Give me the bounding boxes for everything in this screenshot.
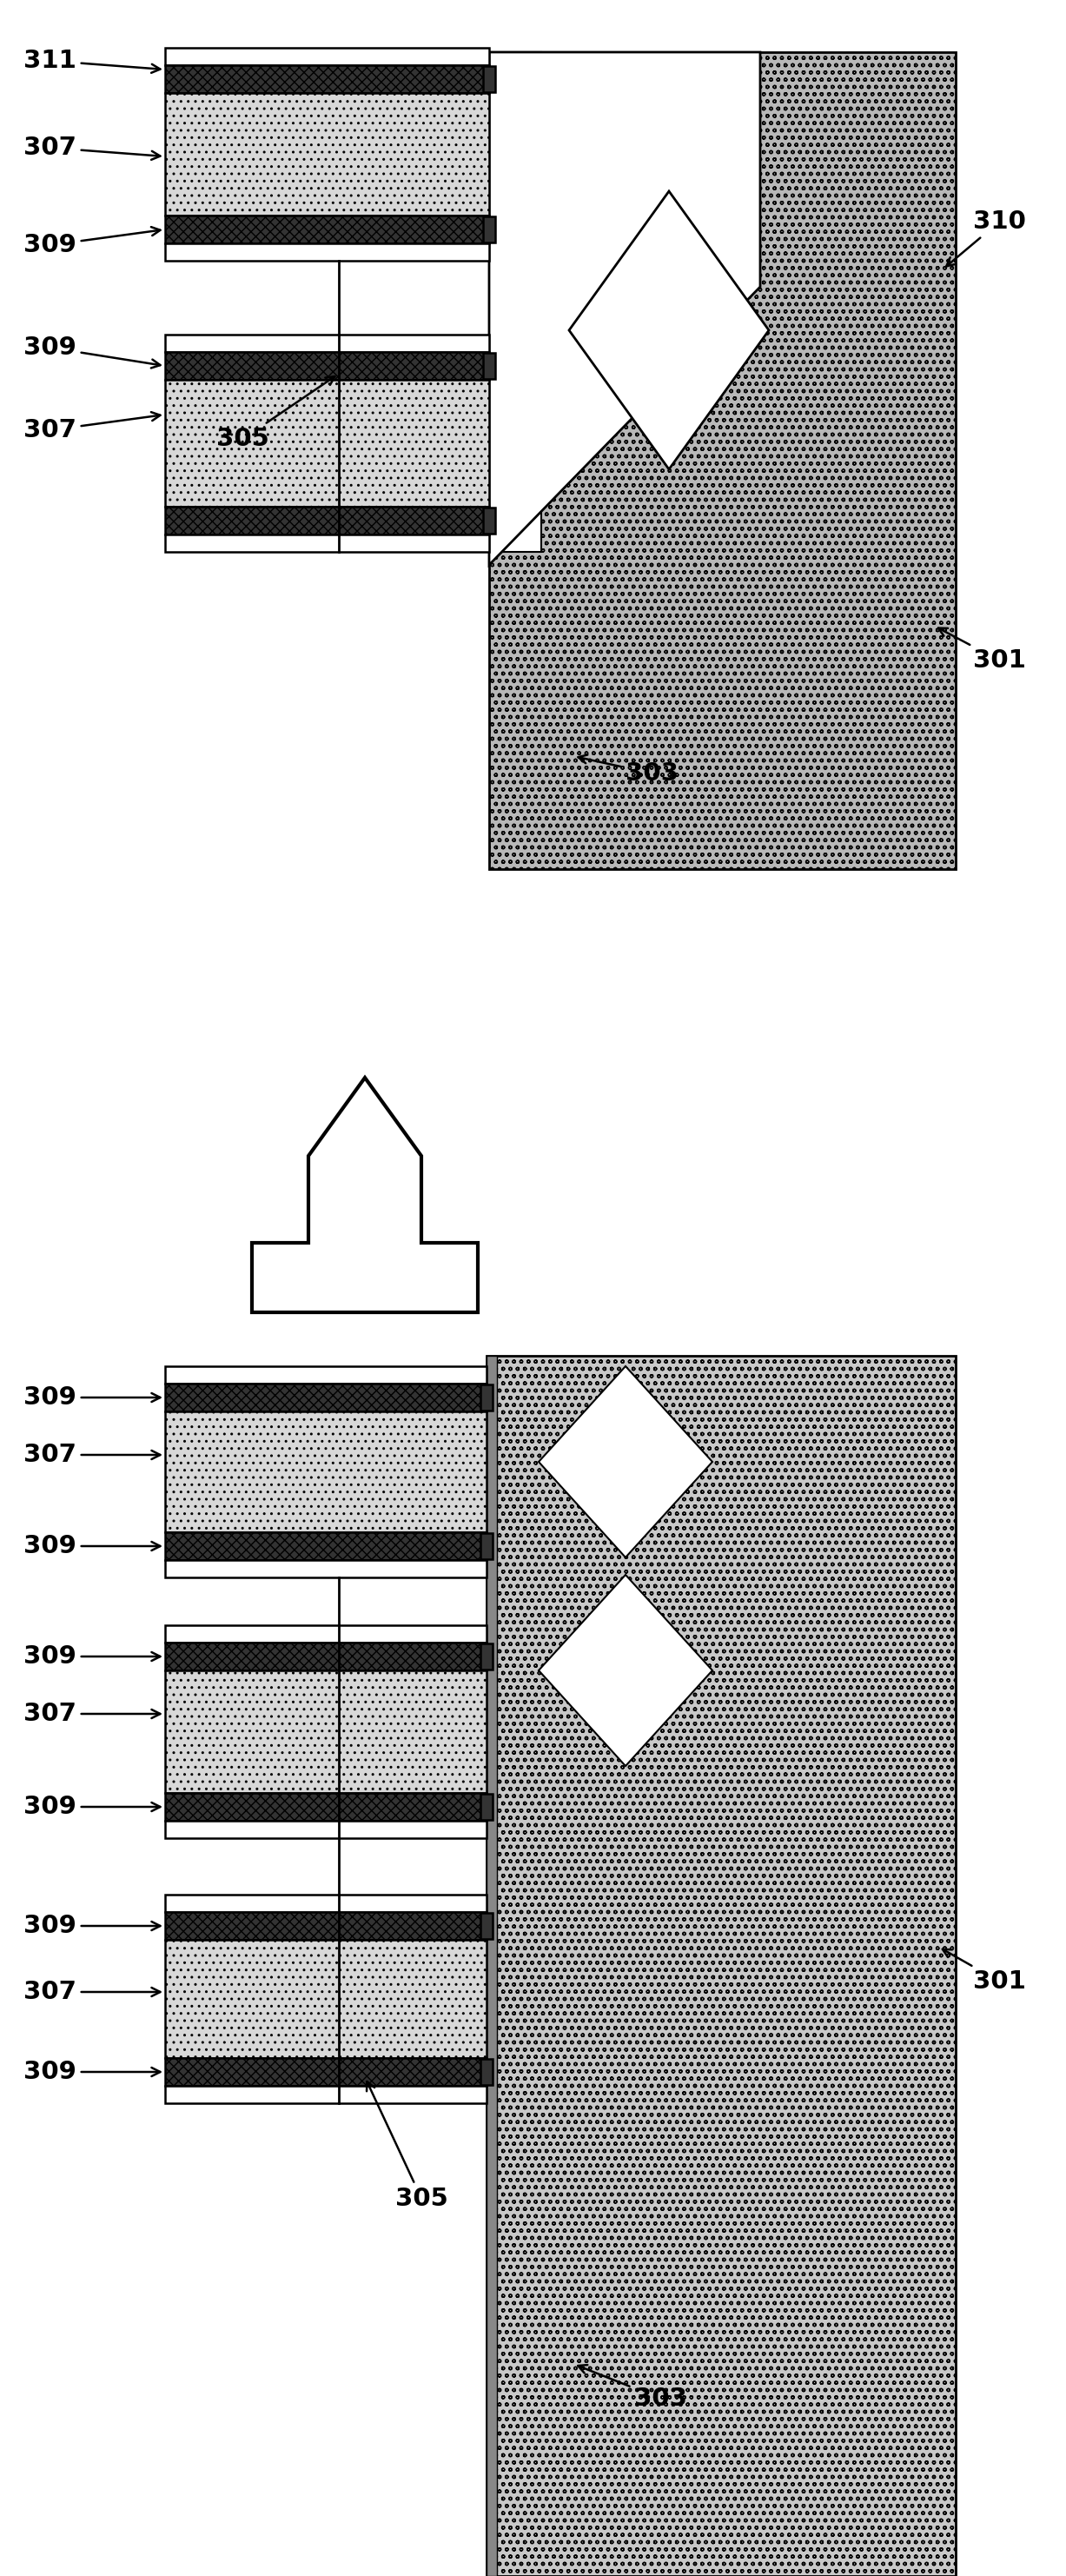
Text: 309: 309 (23, 1533, 160, 1558)
Text: 309: 309 (23, 1795, 160, 1819)
Bar (483, 507, 496, 533)
Bar (165, 507, 489, 533)
Text: 305: 305 (216, 376, 335, 451)
Bar (483, 216, 496, 242)
Bar (165, 2087, 486, 2102)
Text: 303: 303 (578, 2365, 688, 2411)
Bar (165, 533, 489, 551)
Text: 303: 303 (578, 755, 679, 786)
Bar (165, 1793, 486, 1821)
Bar (165, 1821, 486, 1839)
Text: 309: 309 (23, 1914, 160, 1937)
Bar (165, 1383, 486, 1412)
Bar (489, 52, 955, 868)
Text: 305: 305 (367, 2081, 448, 2210)
Bar (486, 1355, 955, 2576)
Bar (489, 52, 542, 260)
Polygon shape (538, 1574, 712, 1767)
Bar (486, 1355, 497, 2576)
Text: 307: 307 (23, 412, 160, 443)
Bar (165, 1893, 486, 1911)
Bar (165, 1911, 486, 1940)
Polygon shape (569, 191, 769, 469)
Bar (165, 242, 489, 260)
Polygon shape (489, 52, 760, 564)
Bar (165, 2058, 486, 2087)
Bar (483, 353, 496, 379)
Bar (165, 1669, 486, 1793)
Bar (481, 1383, 492, 1412)
Text: 307: 307 (23, 137, 160, 160)
Polygon shape (252, 1077, 478, 1311)
Text: 307: 307 (23, 1981, 160, 2004)
Text: 311: 311 (23, 49, 160, 72)
Text: 309: 309 (23, 1643, 160, 1669)
Text: 309: 309 (23, 2061, 160, 2084)
Text: 309: 309 (23, 227, 160, 258)
Bar (481, 1643, 492, 1669)
Bar (165, 93, 489, 216)
Bar (489, 335, 542, 551)
Text: 310: 310 (947, 209, 1025, 265)
Bar (481, 2058, 492, 2084)
Text: 301: 301 (942, 1950, 1025, 1994)
Bar (165, 49, 489, 64)
Polygon shape (538, 1365, 712, 1558)
Bar (165, 335, 489, 353)
Bar (165, 1412, 486, 1533)
Bar (165, 64, 489, 93)
Bar (165, 216, 489, 242)
Bar (481, 1793, 492, 1819)
Bar (481, 1533, 492, 1558)
Bar (165, 1561, 486, 1577)
Text: 309: 309 (23, 335, 160, 368)
Bar (165, 1625, 486, 1643)
Bar (483, 67, 496, 93)
Bar (165, 1533, 486, 1561)
Bar (165, 1365, 486, 1383)
Bar (165, 1940, 486, 2058)
Text: 301: 301 (938, 629, 1025, 672)
Bar (165, 379, 489, 507)
Text: 309: 309 (23, 1386, 160, 1409)
Bar (481, 1914, 492, 1940)
Text: 307: 307 (23, 1443, 160, 1468)
Bar (165, 353, 489, 379)
Text: 307: 307 (23, 1703, 160, 1726)
Bar (165, 1643, 486, 1669)
